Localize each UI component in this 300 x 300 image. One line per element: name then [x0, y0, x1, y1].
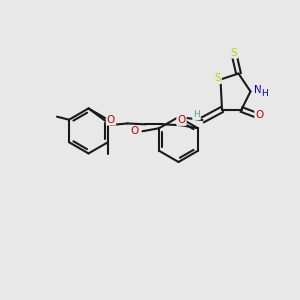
Text: O: O — [255, 110, 264, 120]
Text: O: O — [107, 115, 115, 124]
Text: N: N — [254, 85, 262, 95]
Text: H: H — [193, 110, 200, 119]
Text: S: S — [214, 73, 221, 83]
Text: O: O — [177, 115, 186, 125]
Text: O: O — [130, 126, 138, 136]
Text: S: S — [231, 47, 237, 58]
Text: H: H — [262, 89, 268, 98]
